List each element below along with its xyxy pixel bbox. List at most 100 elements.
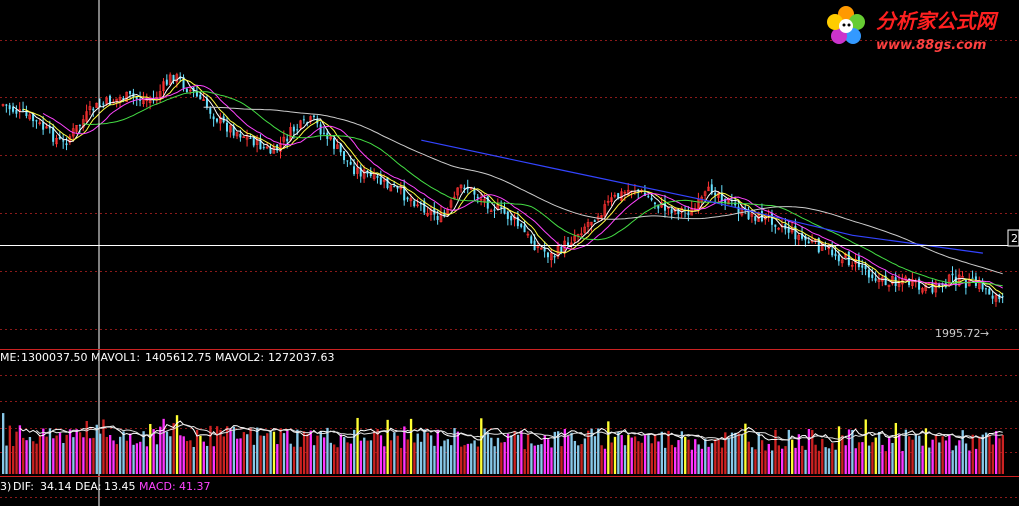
volume-bar <box>898 434 901 474</box>
candle-body <box>399 187 403 190</box>
volume-bar <box>660 431 663 474</box>
volume-bar <box>577 445 580 474</box>
candle-body <box>302 119 305 121</box>
volume-bar <box>125 440 129 474</box>
candle-body <box>623 191 627 194</box>
volume-bar <box>202 441 205 474</box>
candle-body <box>998 294 1001 300</box>
volume-bar <box>132 444 135 474</box>
candle-body <box>864 265 867 270</box>
candle-body <box>463 187 466 190</box>
candle-body <box>871 274 874 279</box>
volume-bar <box>75 429 78 474</box>
candle-body <box>650 197 653 200</box>
volume-bar <box>513 430 516 474</box>
candle-body <box>199 94 202 100</box>
volume-bar <box>657 441 660 474</box>
candle-body <box>590 221 593 226</box>
volume-bar <box>941 436 944 474</box>
volume-bar <box>994 431 998 474</box>
volume-bar <box>607 421 610 474</box>
candle-body <box>5 104 8 106</box>
volume-bar <box>791 439 794 474</box>
volume-bar <box>984 432 988 474</box>
candle-body <box>226 122 229 132</box>
volume-bar <box>466 443 470 474</box>
candle-body <box>456 187 459 196</box>
volume-bar <box>520 430 523 474</box>
volume-bar <box>908 436 911 474</box>
candle-body <box>299 120 302 129</box>
volume-bar <box>78 432 82 474</box>
volume-bar <box>827 448 831 474</box>
candle-body <box>362 169 366 179</box>
candle-body <box>670 209 673 214</box>
volume-bar <box>777 445 780 474</box>
macd-label: MACD: <box>139 480 176 493</box>
candle-body <box>526 233 530 236</box>
volume-bar <box>877 431 881 474</box>
volume-bar <box>346 442 349 474</box>
volume-bar <box>553 431 556 474</box>
volume-bar <box>934 435 938 474</box>
volume-bar <box>914 433 918 474</box>
volume-bar <box>774 429 777 474</box>
volume-bar <box>322 437 326 474</box>
volume-bar <box>526 433 530 474</box>
candle-body <box>42 122 45 130</box>
volume-bar <box>299 446 302 474</box>
volume-bar <box>570 432 573 474</box>
candle-body <box>546 252 549 258</box>
volume-bar <box>205 445 209 474</box>
volume-bar <box>229 429 232 474</box>
candle-body <box>516 217 519 227</box>
volume-bar <box>894 422 898 474</box>
volume-bar <box>747 441 750 474</box>
volume-bar <box>938 442 941 474</box>
candle-body <box>249 137 252 139</box>
volume-bar <box>794 447 797 474</box>
candle-body <box>734 202 737 206</box>
candle-body <box>129 90 132 94</box>
volume-bar <box>690 449 694 474</box>
candle-body <box>329 136 332 140</box>
candle-body <box>8 105 11 110</box>
volume-bar <box>65 434 68 474</box>
candle-body <box>219 116 222 124</box>
volume-bar <box>353 429 356 474</box>
volume-bar <box>423 429 426 474</box>
volume-bar <box>760 440 764 474</box>
volume-bar <box>704 439 707 474</box>
candle-body <box>797 235 801 240</box>
volume-bar <box>854 448 857 474</box>
volume-bar <box>536 444 540 474</box>
volume-bar <box>680 431 684 474</box>
volume-bar <box>393 432 396 474</box>
volume-bar <box>737 433 740 474</box>
candle-body <box>1 104 5 106</box>
candle-body <box>931 282 934 293</box>
candle-body <box>376 175 379 178</box>
volume-bar <box>540 444 543 474</box>
volume-bar <box>246 434 249 474</box>
candle-body <box>988 288 991 295</box>
volume-bar <box>650 443 653 474</box>
candle-body <box>416 204 419 207</box>
candle-body <box>52 127 55 142</box>
volume-bar <box>744 423 747 474</box>
candle-body <box>727 197 730 205</box>
candle-body <box>894 277 897 286</box>
volume-bar <box>102 419 105 474</box>
candle-body <box>426 212 429 216</box>
candle-body <box>35 120 38 122</box>
candle-body <box>911 279 914 286</box>
volume-bar <box>851 429 854 474</box>
candle-body <box>229 125 232 133</box>
candle-body <box>840 259 844 264</box>
volume-bar <box>289 443 292 474</box>
volume-bar <box>757 432 760 474</box>
volume-bar <box>55 435 58 474</box>
volume-bar <box>857 442 861 474</box>
candle-body <box>774 224 777 227</box>
volume-bar <box>480 418 483 474</box>
